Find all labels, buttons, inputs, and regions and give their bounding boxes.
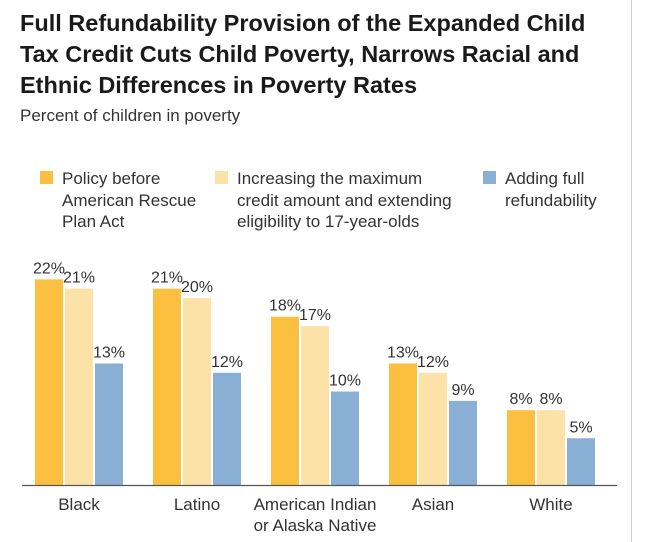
bar-1-5 (507, 410, 535, 485)
bar-2-1 (65, 288, 93, 485)
bar-3-4 (449, 400, 477, 485)
bar-2-4 (419, 372, 447, 485)
legend-item-full-refundability: Adding full refundability (483, 168, 597, 211)
data-label: 8% (509, 391, 532, 408)
category-label: Latino (174, 495, 220, 514)
legend-label-increasing-credit: Increasing the maximum credit amount and… (237, 169, 452, 231)
data-label: 17% (299, 307, 331, 324)
data-label: 21% (151, 270, 183, 287)
data-label: 8% (539, 391, 562, 408)
legend-item-increasing-credit: Increasing the maximum credit amount and… (215, 168, 452, 233)
data-label: 12% (211, 354, 243, 371)
bar-1-1 (35, 279, 63, 485)
bar-1-4 (389, 363, 417, 485)
data-label: 22% (33, 260, 65, 277)
right-divider (631, 0, 632, 542)
data-label: 21% (63, 270, 95, 287)
data-label: 5% (569, 419, 592, 436)
chart-title: Full Refundability Provision of the Expa… (20, 10, 586, 98)
data-label: 13% (387, 344, 419, 361)
bar-2-5 (537, 410, 565, 485)
bar-3-1 (95, 363, 123, 485)
bar-2-2 (183, 298, 211, 485)
category-label: American Indian or Alaska Native (254, 495, 377, 535)
bar-3-3 (331, 391, 359, 485)
bar-3-2 (213, 372, 241, 485)
category-label: Asian (412, 495, 455, 514)
data-label: 9% (451, 382, 474, 399)
bar-3-5 (567, 438, 595, 485)
data-label: 10% (329, 373, 361, 390)
chart-subtitle: Percent of children in poverty (20, 106, 241, 125)
data-label: 13% (93, 344, 125, 361)
data-label: 18% (269, 298, 301, 315)
bar-2-3 (301, 326, 329, 485)
category-label: Black (58, 495, 100, 514)
legend-swatch-increasing-credit (215, 171, 228, 184)
legend-swatch-full-refundability (483, 171, 496, 184)
bar-1-3 (271, 316, 299, 485)
category-label: White (529, 495, 572, 514)
legend-item-policy-before: Policy before American Rescue Plan Act (40, 168, 196, 233)
legend-swatch-policy-before (40, 171, 53, 184)
legend-label-policy-before: Policy before American Rescue Plan Act (62, 169, 197, 231)
bar-1-2 (153, 288, 181, 485)
data-label: 20% (181, 279, 213, 296)
legend-label-full-refundability: Adding full refundability (505, 169, 597, 210)
data-label: 12% (417, 354, 449, 371)
